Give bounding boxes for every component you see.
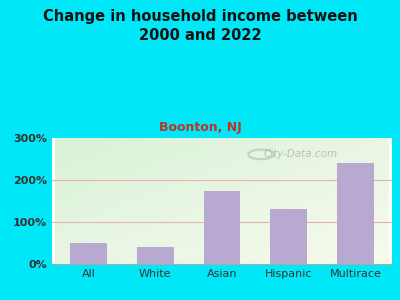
- Bar: [270, 209, 307, 264]
- Bar: [337, 163, 374, 264]
- Text: Boonton, NJ: Boonton, NJ: [159, 122, 241, 134]
- Text: City-Data.com: City-Data.com: [263, 149, 337, 159]
- Bar: [137, 247, 174, 264]
- Bar: [70, 243, 107, 264]
- Text: Change in household income between
2000 and 2022: Change in household income between 2000 …: [43, 9, 357, 43]
- Bar: [204, 190, 240, 264]
